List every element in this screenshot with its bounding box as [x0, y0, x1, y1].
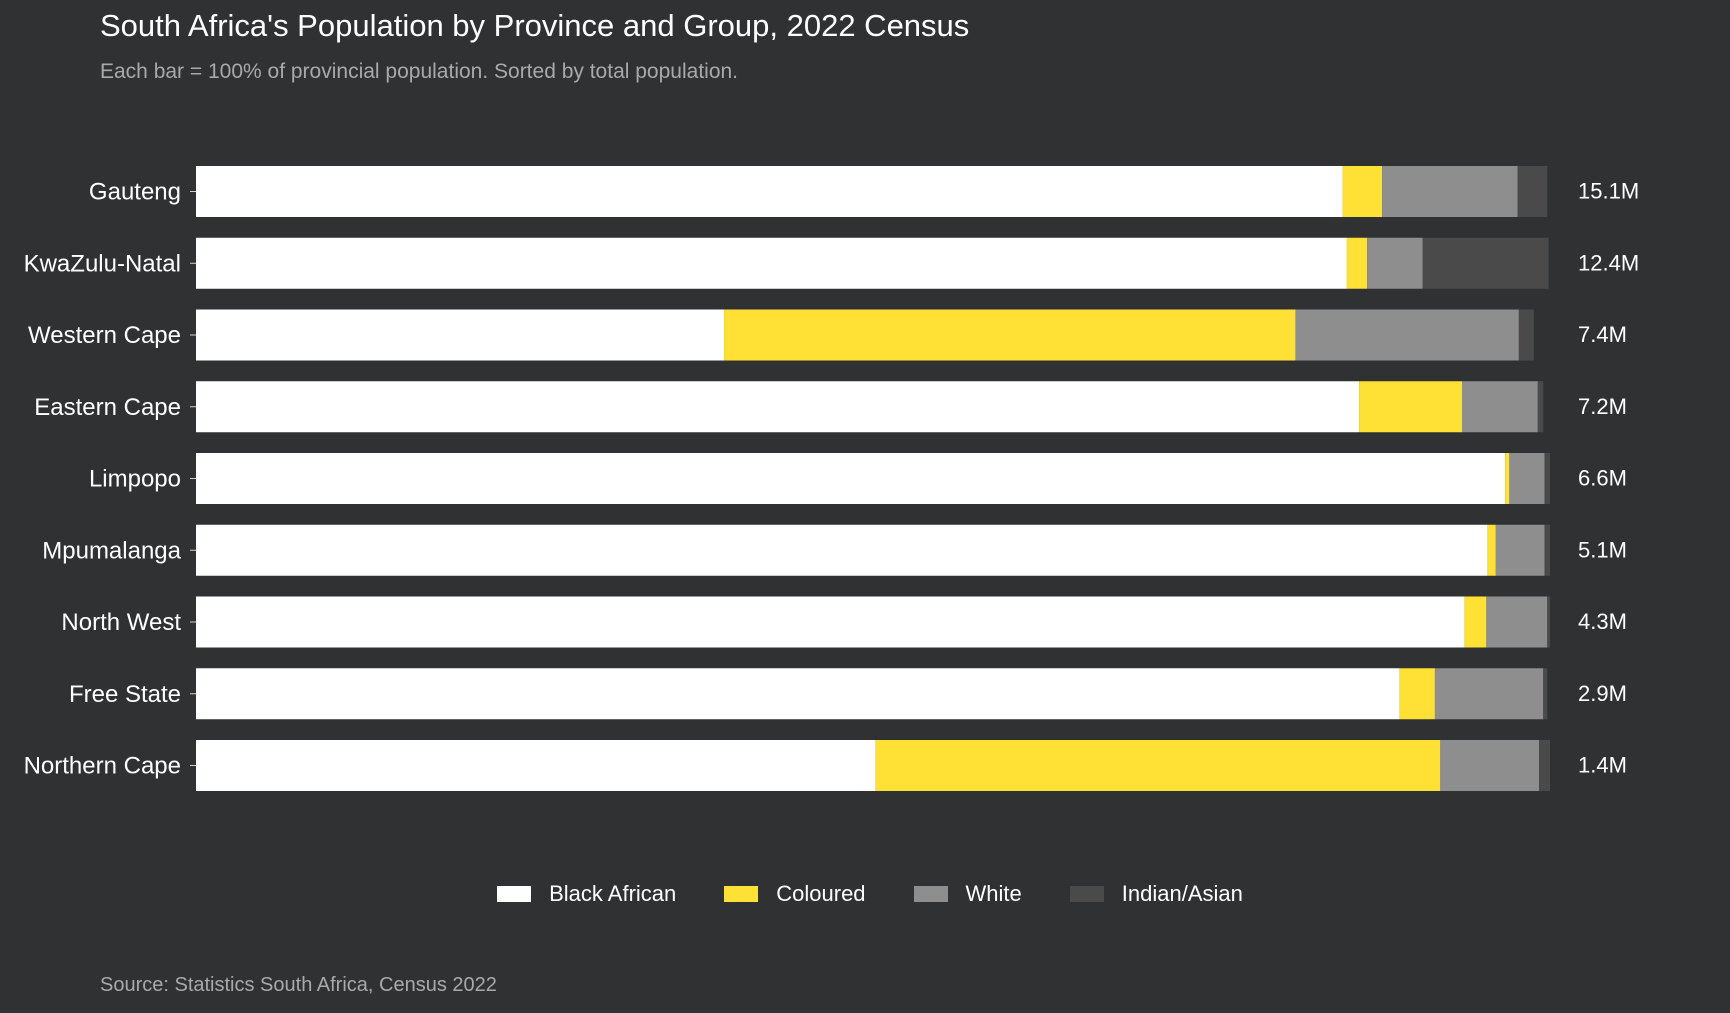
total-label: 6.6M	[1578, 466, 1627, 491]
bar-segment-limpopo-coloured	[1505, 453, 1510, 504]
category-label: Gauteng	[89, 179, 181, 206]
bar-segment-limpopo-black-african	[196, 453, 1506, 504]
total-label: 12.4M	[1578, 250, 1639, 275]
bar-segment-eastern-cape-black-african	[196, 381, 1360, 433]
bar-segment-gauteng-coloured	[1342, 166, 1383, 217]
bar-segment-western-cape-coloured	[724, 309, 1296, 361]
legend-label: Black African	[549, 881, 677, 906]
chart-subtitle: Each bar = 100% of provincial population…	[100, 60, 739, 83]
total-label: 5.1M	[1578, 537, 1627, 562]
category-label: KwaZulu-Natal	[24, 250, 181, 277]
bar-segment-kwazulu-natal-coloured	[1346, 237, 1368, 289]
bar-segment-gauteng-indian-asian	[1517, 166, 1548, 217]
stacked-bar-chart: Gauteng 15.1M KwaZulu-Natal 12.4M Western Ca…	[24, 166, 1639, 791]
total-label: 7.4M	[1578, 322, 1627, 347]
bar-segment-limpopo-indian-asian	[1544, 453, 1550, 504]
total-label: 7.2M	[1578, 394, 1627, 419]
category-label: Limpopo	[89, 466, 181, 493]
bar-segment-northern-cape-white	[1440, 740, 1540, 791]
legend-item-indian-asian: Indian/Asian	[1069, 881, 1243, 907]
bar-segment-free-state-white	[1434, 668, 1544, 720]
category-label: Mpumalanga	[42, 537, 181, 564]
bar-segment-gauteng-white	[1382, 166, 1518, 217]
bar-segment-kwazulu-natal-black-african	[196, 237, 1347, 289]
bar-segment-north-west-coloured	[1464, 596, 1487, 648]
legend-label: White	[965, 881, 1022, 906]
source-note: Source: Statistics South Africa, Census …	[100, 974, 497, 996]
bar-segment-limpopo-white	[1509, 453, 1545, 504]
bar-segment-free-state-black-african	[196, 668, 1400, 720]
bar-segment-western-cape-white	[1295, 309, 1519, 361]
legend-item-black-african: Black African	[497, 881, 676, 907]
legend-item-coloured: Coloured	[724, 881, 866, 907]
legend-label: Coloured	[776, 881, 866, 906]
category-label: North West	[61, 609, 181, 636]
bar-segment-northern-cape-black-african	[196, 740, 876, 791]
bar-segment-western-cape-black-african	[196, 309, 725, 361]
bar-segment-free-state-coloured	[1399, 668, 1435, 720]
bar-segment-mpumalanga-black-african	[196, 524, 1488, 576]
bar-segment-north-west-indian-asian	[1547, 596, 1550, 648]
total-label: 1.4M	[1578, 753, 1627, 778]
legend-swatch-black-african	[497, 886, 532, 902]
bar-segment-gauteng-black-african	[196, 166, 1343, 217]
chart-title: South Africa's Population by Province an…	[100, 8, 970, 43]
bar-segment-western-cape-indian-asian	[1518, 309, 1534, 361]
bar-segment-northern-cape-indian-asian	[1539, 740, 1550, 791]
legend-swatch-white	[913, 886, 948, 902]
bar-segment-kwazulu-natal-indian-asian	[1422, 237, 1549, 289]
bar-segment-north-west-white	[1486, 596, 1548, 648]
bar-segment-eastern-cape-indian-asian	[1537, 381, 1544, 433]
legend-item-white: White	[913, 881, 1022, 907]
bar-segment-free-state-indian-asian	[1543, 668, 1548, 720]
total-label: 4.3M	[1578, 609, 1627, 634]
category-label: Eastern Cape	[34, 394, 181, 421]
bar-segment-mpumalanga-indian-asian	[1544, 524, 1550, 576]
legend-swatch-coloured	[724, 886, 759, 902]
bar-segment-north-west-black-african	[196, 596, 1465, 648]
category-label: Northern Cape	[24, 753, 181, 780]
category-label: Western Cape	[28, 322, 181, 349]
category-label: Free State	[69, 681, 181, 708]
bar-segment-mpumalanga-coloured	[1487, 524, 1496, 576]
legend-swatch-indian-asian	[1069, 886, 1104, 902]
legend: Black African Coloured White Indian/Asia…	[0, 881, 1730, 907]
total-label: 2.9M	[1578, 681, 1627, 706]
bar-segment-mpumalanga-white	[1495, 524, 1545, 576]
bar-segment-eastern-cape-white	[1461, 381, 1538, 433]
bar-segment-northern-cape-coloured	[875, 740, 1441, 791]
bar-segment-kwazulu-natal-white	[1367, 237, 1423, 289]
total-label: 15.1M	[1578, 179, 1639, 204]
legend-label: Indian/Asian	[1121, 881, 1243, 906]
bar-segment-eastern-cape-coloured	[1359, 381, 1462, 433]
